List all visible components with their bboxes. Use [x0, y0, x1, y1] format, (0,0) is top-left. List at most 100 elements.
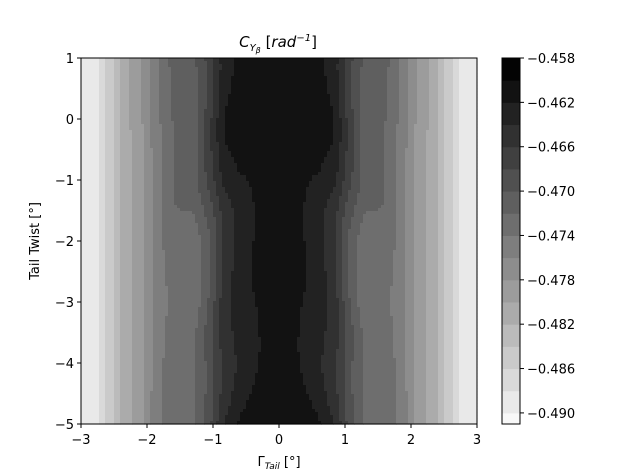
contour-cell: [222, 214, 235, 218]
contour-cell: [345, 406, 355, 410]
contour-cell: [99, 157, 106, 161]
contour-cell: [255, 382, 304, 386]
contour-cell: [210, 277, 217, 281]
contour-cell: [162, 226, 199, 230]
contour-cell: [132, 277, 145, 281]
contour-cell: [132, 187, 145, 191]
contour-cell: [453, 100, 460, 104]
contour-cell: [105, 142, 115, 146]
contour-cell: [405, 349, 415, 353]
contour-cell: [444, 301, 454, 305]
contour-cell: [444, 280, 454, 284]
contour-cell: [99, 364, 106, 368]
contour-cell: [204, 400, 214, 404]
contour-cell: [105, 103, 115, 107]
contour-cell: [384, 169, 397, 173]
contour-cell: [414, 376, 427, 380]
contour-cell: [342, 124, 349, 128]
contour-cell: [405, 148, 415, 152]
contour-cell: [162, 205, 178, 209]
contour-cell: [429, 79, 439, 83]
contour-cell: [213, 160, 220, 164]
contour-cell: [327, 298, 340, 302]
contour-cell: [357, 304, 391, 308]
contour-cell: [444, 421, 454, 425]
contour-cell: [219, 325, 232, 329]
contour-cell: [99, 265, 106, 269]
contour-cell: [438, 403, 445, 407]
contour-cell: [459, 154, 478, 158]
contour-cell: [201, 289, 211, 293]
contour-cell: [144, 286, 154, 290]
contour-cell: [426, 421, 439, 425]
contour-cell: [405, 151, 415, 155]
contour-cell: [132, 376, 145, 380]
contour-cell: [234, 379, 256, 383]
contour-cell: [390, 61, 400, 65]
contour-cell: [120, 199, 133, 203]
contour-cell: [99, 283, 106, 287]
contour-cell: [444, 79, 454, 83]
contour-cell: [333, 115, 340, 119]
contour-cell: [414, 265, 427, 269]
contour-cell: [201, 277, 211, 281]
contour-cell: [408, 91, 418, 95]
contour-cell: [207, 298, 217, 302]
contour-cell: [426, 313, 439, 317]
contour-cell: [159, 91, 172, 95]
contour-cell: [342, 271, 349, 275]
contour-cell: [351, 379, 364, 383]
colorbar-band: [502, 257, 520, 281]
contour-cell: [228, 103, 331, 107]
contour-cell: [132, 235, 145, 239]
contour-cell: [321, 166, 340, 170]
contour-cell: [306, 241, 325, 245]
contour-cell: [426, 130, 439, 134]
contour-cell: [225, 106, 334, 110]
contour-cell: [324, 340, 340, 344]
contour-cell: [210, 265, 217, 269]
contour-cell: [339, 106, 346, 110]
contour-cell: [405, 382, 415, 386]
contour-cell: [408, 88, 418, 92]
contour-cell: [222, 220, 235, 224]
contour-cell: [81, 412, 100, 416]
contour-cell: [81, 349, 100, 353]
contour-cell: [81, 277, 100, 281]
contour-cell: [198, 172, 208, 176]
contour-cell: [444, 148, 454, 152]
contour-cell: [174, 169, 199, 173]
contour-cell: [453, 106, 460, 110]
contour-cell: [354, 124, 361, 128]
contour-cell: [231, 403, 247, 407]
x-axis-label: ΓTail [°]: [257, 455, 300, 472]
contour-cell: [396, 241, 406, 245]
contour-cell: [453, 109, 460, 113]
contour-cell: [336, 391, 346, 395]
contour-cell: [348, 136, 355, 140]
contour-cell: [216, 130, 226, 134]
contour-cell: [120, 400, 133, 404]
contour-cell: [339, 97, 346, 101]
contour-cell: [345, 334, 355, 338]
contour-cell: [150, 85, 160, 89]
contour-cell: [453, 409, 460, 413]
contour-cell: [414, 418, 427, 422]
contour-cell: [105, 310, 115, 314]
contour-cell: [99, 334, 106, 338]
contour-cell: [132, 400, 145, 404]
contour-cell: [114, 175, 121, 179]
contour-cell: [459, 346, 478, 350]
contour-cell: [429, 61, 439, 65]
contour-cell: [132, 415, 145, 419]
contour-cell: [438, 67, 445, 71]
contour-cell: [345, 88, 352, 92]
contour-cell: [234, 352, 259, 356]
contour-cell: [132, 274, 145, 278]
x-tick-label: 1: [341, 433, 349, 448]
contour-cell: [258, 316, 301, 320]
contour-cell: [81, 187, 100, 191]
contour-cell: [444, 166, 454, 170]
contour-cell: [339, 115, 346, 119]
contour-cell: [339, 304, 346, 308]
